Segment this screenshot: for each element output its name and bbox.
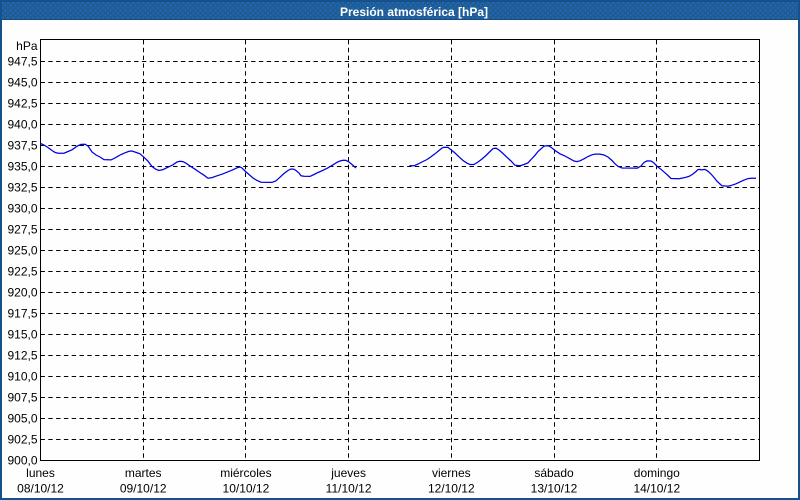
svg-text:900,0: 900,0 <box>7 454 37 468</box>
svg-text:09/10/12: 09/10/12 <box>120 482 167 496</box>
svg-text:917,5: 917,5 <box>7 307 37 321</box>
svg-text:925,0: 925,0 <box>7 244 37 258</box>
svg-text:932,5: 932,5 <box>7 181 37 195</box>
svg-text:miércoles: miércoles <box>220 466 271 480</box>
svg-text:942,5: 942,5 <box>7 97 37 111</box>
svg-text:910,0: 910,0 <box>7 370 37 384</box>
svg-text:907,5: 907,5 <box>7 391 37 405</box>
svg-text:12/10/12: 12/10/12 <box>428 482 475 496</box>
svg-text:902,5: 902,5 <box>7 433 37 447</box>
svg-text:937,5: 937,5 <box>7 139 37 153</box>
svg-text:hPa: hPa <box>16 39 38 53</box>
svg-text:lunes: lunes <box>26 466 55 480</box>
svg-text:940,0: 940,0 <box>7 118 37 132</box>
svg-text:11/10/12: 11/10/12 <box>326 482 372 496</box>
svg-text:14/10/12: 14/10/12 <box>633 482 680 496</box>
svg-text:08/10/12: 08/10/12 <box>17 482 64 496</box>
svg-text:920,0: 920,0 <box>7 286 37 300</box>
svg-text:922,5: 922,5 <box>7 265 37 279</box>
svg-text:947,5: 947,5 <box>7 55 37 69</box>
svg-text:viernes: viernes <box>432 466 471 480</box>
svg-text:915,0: 915,0 <box>7 328 37 342</box>
svg-text:930,0: 930,0 <box>7 202 37 216</box>
svg-text:domingo: domingo <box>634 466 680 480</box>
svg-text:sábado: sábado <box>534 466 574 480</box>
svg-text:13/10/12: 13/10/12 <box>531 482 578 496</box>
svg-text:927,5: 927,5 <box>7 223 37 237</box>
svg-text:935,0: 935,0 <box>7 160 37 174</box>
svg-text:10/10/12: 10/10/12 <box>223 482 270 496</box>
svg-text:martes: martes <box>125 466 162 480</box>
svg-text:jueves: jueves <box>330 466 366 480</box>
svg-text:945,0: 945,0 <box>7 76 37 90</box>
svg-text:905,0: 905,0 <box>7 412 37 426</box>
svg-text:912,5: 912,5 <box>7 349 37 363</box>
